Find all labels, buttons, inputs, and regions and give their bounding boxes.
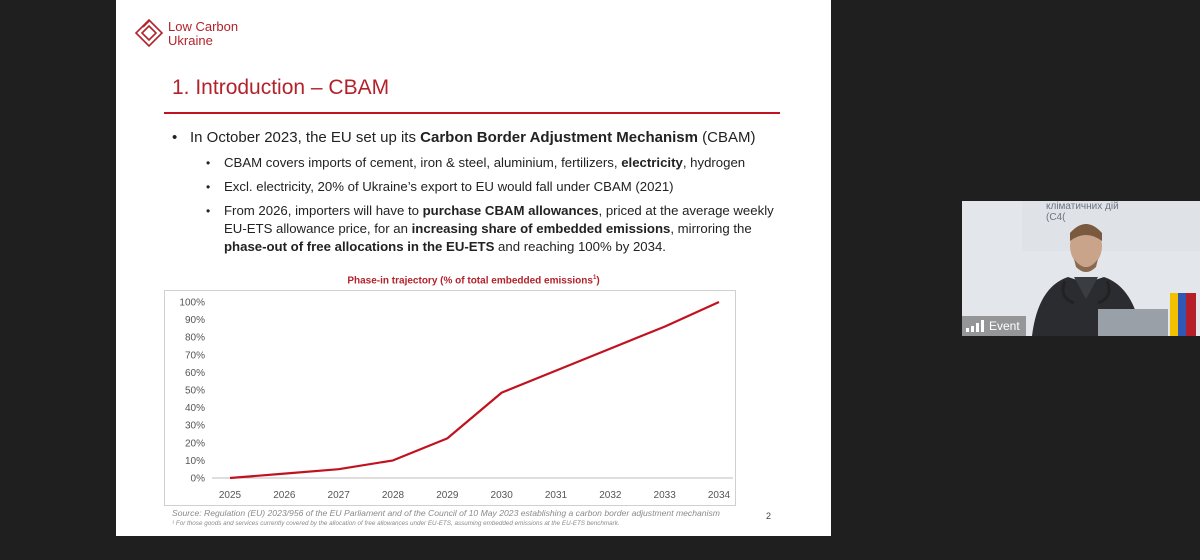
y-tick-label: 70% <box>185 350 205 361</box>
x-tick-label: 2034 <box>708 490 731 501</box>
x-tick-label: 2033 <box>654 490 677 501</box>
x-tick-label: 2028 <box>382 490 405 501</box>
logo-text: Low Carbon Ukraine <box>168 20 238 48</box>
y-tick-label: 50% <box>185 386 205 397</box>
y-tick-label: 80% <box>185 333 205 344</box>
speaker-video-feed: кліматичних дій (С4( <box>962 201 1200 336</box>
logo-mark-icon <box>134 18 164 48</box>
page-number: 2 <box>766 511 772 521</box>
source-line: Source: Regulation (EU) 2023/956 of the … <box>172 508 720 518</box>
participant-name: Event <box>989 319 1020 333</box>
y-tick-label: 40% <box>185 403 205 414</box>
sub-bullet-3-text-2: , priced at the average weekly EU-ETS al… <box>224 203 774 236</box>
slide-title: 1. Introduction – CBAM <box>172 76 390 99</box>
sub-bullet-2: Excl. electricity, 20% of Ukraine’s expo… <box>206 178 822 196</box>
sub-bullet-3: From 2026, importers will have to purcha… <box>206 202 784 256</box>
y-tick-label: 30% <box>185 421 205 432</box>
chart-title-footnote-mark: 1 <box>592 275 597 281</box>
y-tick-label: 60% <box>185 368 205 379</box>
bullet-main-text: In October 2023, the EU set up its <box>190 129 421 146</box>
low-carbon-ukraine-logo: Low Carbon Ukraine <box>134 14 274 54</box>
title-underline <box>164 112 780 114</box>
footnote-line: ¹ For those goods and services currently… <box>172 520 620 527</box>
participant-video-tile[interactable]: кліматичних дій (С4( Event <box>962 201 1200 336</box>
y-axis: 0% 10% 20% 30% 40% 50% 60% 70% 80% 90% 100% <box>179 298 205 485</box>
signal-strength-icon <box>966 320 984 332</box>
bullet-main-bold: Carbon Border Adjustment Mechanism <box>420 129 698 146</box>
x-tick-label: 2032 <box>599 490 622 501</box>
x-tick-label: 2026 <box>273 490 296 501</box>
y-tick-label: 0% <box>191 474 206 485</box>
sub-bullet-3-bold-2: increasing share of embedded emissions <box>411 221 671 236</box>
banner-text: кліматичних дій <box>1046 201 1119 212</box>
phase-in-chart: 0% 10% 20% 30% 40% 50% 60% 70% 80% 90% 100% 2025 20… <box>164 290 736 506</box>
sub-bullet-3-text-3: , mirroring the <box>670 221 752 236</box>
sub-bullet-3-bold-3: phase-out of free allocations in the EU-… <box>224 239 495 254</box>
series-line <box>229 300 720 480</box>
x-tick-label: 2031 <box>545 490 568 501</box>
x-tick-label: 2025 <box>219 490 242 501</box>
x-axis: 2025 2026 2027 2028 2029 2030 2031 2032 2033 2034 <box>219 490 731 501</box>
y-tick-label: 20% <box>185 438 205 449</box>
source-note: Source: Regulation (EU) 2023/956 of the … <box>172 508 762 527</box>
sub-bullet-1: CBAM covers imports of cement, iron & st… <box>206 154 822 172</box>
chart-title-text: Phase-in trajectory (% of total embedded… <box>347 275 593 287</box>
x-tick-label: 2030 <box>491 490 514 501</box>
logo-line-1: Low Carbon <box>168 19 239 34</box>
bullet-main: In October 2023, the EU set up its Carbo… <box>172 128 822 148</box>
bullet-main-tail: (CBAM) <box>697 129 756 146</box>
series-phase-in <box>229 300 720 480</box>
sub-bullet-3-bold-1: purchase CBAM allowances <box>422 203 599 218</box>
participant-label: Event <box>962 316 1026 336</box>
logo-line-2: Ukraine <box>168 33 213 48</box>
presentation-slide: Low Carbon Ukraine 1. Introduction – CBA… <box>116 0 831 536</box>
y-tick-label: 10% <box>185 456 205 467</box>
banner-sub-text: (С4( <box>1046 212 1066 223</box>
y-tick-label: 90% <box>185 315 205 326</box>
y-tick-label: 100% <box>179 298 205 309</box>
x-tick-label: 2027 <box>328 490 351 501</box>
sub-bullet-1-bold: electricity <box>621 155 683 170</box>
chart-svg: 0%10%20%30%40%50%60%70%80%90%100% 2025 20… <box>164 290 736 506</box>
x-tick-label: 2029 <box>436 490 459 501</box>
sub-bullet-1-text: CBAM covers imports of cement, iron & st… <box>224 155 622 170</box>
bullet-list: In October 2023, the EU set up its Carbo… <box>172 128 822 256</box>
sub-bullet-3-text-4: and reaching 100% by 2034. <box>494 239 666 254</box>
sub-bullet-1-tail: , hydrogen <box>682 155 746 170</box>
chart-frame <box>164 290 736 506</box>
sub-bullet-3-text-1: From 2026, importers will have to <box>224 203 423 218</box>
chart-title: Phase-in trajectory (% of total embedded… <box>347 275 600 287</box>
